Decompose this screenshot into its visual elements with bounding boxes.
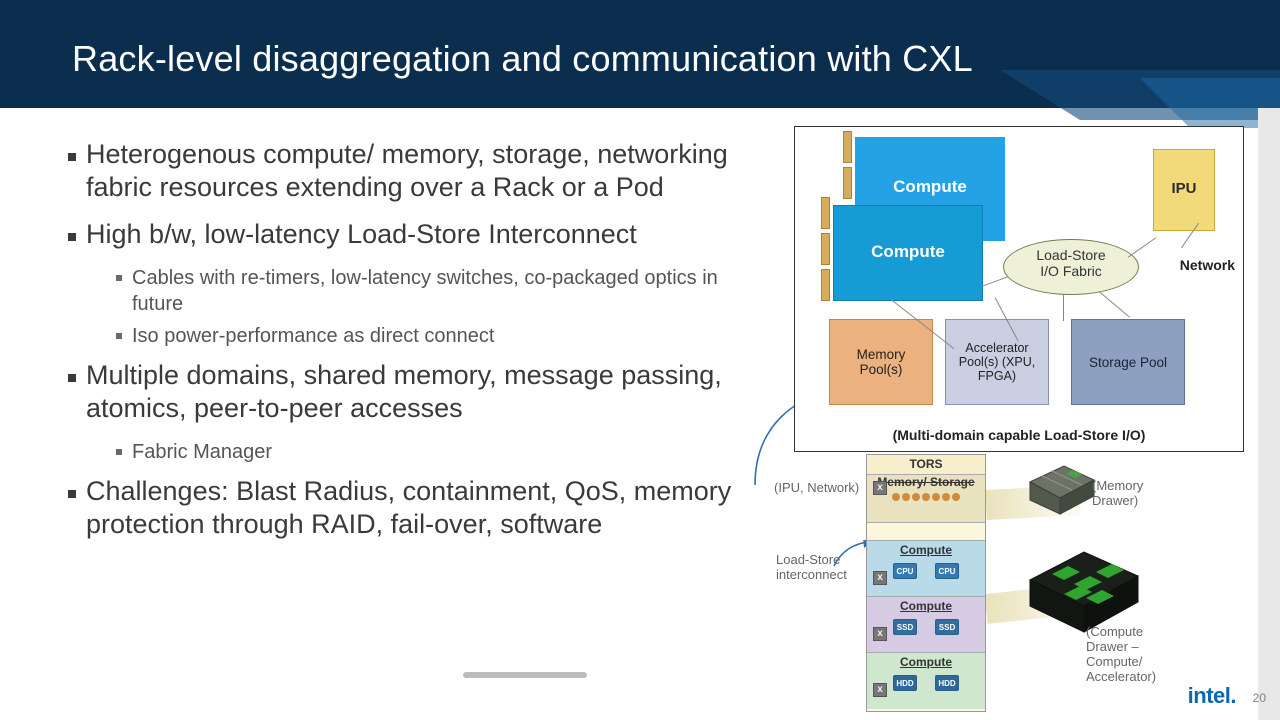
rack-memory-storage-row: x Memory/ Storage [867,475,985,523]
bullet-item: Multiple domains, shared memory, message… [68,359,768,425]
mem-tag-icon [821,233,830,265]
note-memory-drawer: (Memory Drawer) [1092,478,1143,508]
bullet-marker [68,374,76,382]
slide-header: Rack-level disaggregation and communicat… [0,0,1280,108]
bullet-item: High b/w, low-latency Load-Store Interco… [68,218,768,251]
memory-drawer-icon [1024,462,1096,518]
note-load-store: Load-Store interconnect [776,552,847,582]
bullet-marker [68,233,76,241]
rack-label: Memory/ Storage [877,475,974,489]
pool-label: Memory Pool(s) [834,347,928,377]
bullet-text: Heterogenous compute/ memory, storage, n… [86,138,768,204]
x-icon: x [873,571,887,585]
dot-icon [892,493,900,501]
load-store-diagram: Compute Compute IPU Load-Store I/O Fabri… [794,126,1244,452]
connector-line [982,276,1009,287]
compute-node-front: Compute [833,205,983,301]
rack-compute-row: Compute x HDD HDD [867,653,985,709]
connector-line [1063,295,1064,321]
rack-label: TORS [909,457,942,471]
brand-logo: intel. [1188,683,1236,709]
note-text: (Compute [1086,624,1143,639]
fabric-label-2: I/O Fabric [1040,263,1101,279]
scrollbar-indicator[interactable] [463,672,587,678]
bullet-marker [68,490,76,498]
bullet-marker [116,275,122,281]
compute-label: Compute [834,242,982,262]
connector-line [1099,291,1130,317]
bullet-text: Multiple domains, shared memory, message… [86,359,768,425]
ipu-label: IPU [1171,180,1196,197]
x-icon: x [873,481,887,495]
bullet-marker [116,449,122,455]
bullet-text: High b/w, low-latency Load-Store Interco… [86,218,637,251]
bullet-text: Fabric Manager [132,439,272,465]
rack-compute-row: Compute x CPU CPU [867,541,985,597]
compute-label: Compute [856,177,1004,197]
storage-pool-node: Storage Pool [1071,319,1185,405]
bullet-marker [68,153,76,161]
brand-text: intel [1188,683,1231,708]
chip-hdd-icon: HDD [935,675,959,691]
chip-ssd-icon: SSD [935,619,959,635]
dot-icon [902,493,910,501]
rack-label: Compute [867,597,985,613]
bullet-text: Cables with re-timers, low-latency switc… [132,265,768,317]
slide-title: Rack-level disaggregation and communicat… [72,38,973,80]
bullet-item: Heterogenous compute/ memory, storage, n… [68,138,768,204]
x-icon: x [873,627,887,641]
bullet-sub-item: Cables with re-timers, low-latency switc… [116,265,768,317]
network-label: Network [1180,257,1235,273]
right-gutter [1258,108,1280,720]
fabric-ellipse: Load-Store I/O Fabric [1003,239,1139,295]
pool-label: Accelerator Pool(s) (XPU, FPGA) [950,341,1044,383]
rack-label: Compute [867,653,985,669]
memory-pool-node: Memory Pool(s) [829,319,933,405]
dot-icon [932,493,940,501]
rack-diagram: TORS x Memory/ Storage Compute x CPU CPU [866,454,986,712]
dot-icon [922,493,930,501]
rack-empty-row [867,523,985,541]
bullet-text: Iso power-performance as direct connect [132,323,494,349]
rack-tors-row: TORS [867,455,985,475]
note-text: Drawer) [1092,493,1138,508]
pool-label: Storage Pool [1089,355,1167,370]
chip-hdd-icon: HDD [893,675,917,691]
bullet-text: Challenges: Blast Radius, containment, Q… [86,475,768,541]
note-text: Load-Store [776,552,840,567]
x-icon: x [873,683,887,697]
slide-number: 20 [1253,691,1266,705]
connector-line [1128,237,1156,257]
rack-compute-row: Compute x SSD SSD [867,597,985,653]
ipu-node: IPU [1153,149,1215,231]
mem-tag-icon [821,197,830,229]
dot-icon [912,493,920,501]
note-text: Compute/ [1086,654,1142,669]
accelerator-pool-node: Accelerator Pool(s) (XPU, FPGA) [945,319,1049,405]
bullet-sub-item: Fabric Manager [116,439,768,465]
chip-cpu-icon: CPU [893,563,917,579]
dot-icon [952,493,960,501]
note-text: interconnect [776,567,847,582]
chip-ssd-icon: SSD [893,619,917,635]
dot-icon [942,493,950,501]
bullet-list: Heterogenous compute/ memory, storage, n… [68,138,768,555]
bullet-marker [116,333,122,339]
rack-label: Compute [867,541,985,557]
mem-tag-icon [843,131,852,163]
bullet-item: Challenges: Blast Radius, containment, Q… [68,475,768,541]
mem-tag-icon [821,269,830,301]
note-compute-drawer: (Compute Drawer – Compute/ Accelerator) [1086,624,1156,684]
fabric-label-1: Load-Store [1036,247,1105,263]
bullet-sub-item: Iso power-performance as direct connect [116,323,768,349]
mem-tag-icon [843,167,852,199]
note-text: Drawer – [1086,639,1139,654]
chip-cpu-icon: CPU [935,563,959,579]
slide: Rack-level disaggregation and communicat… [0,0,1280,720]
diagram-caption: (Multi-domain capable Load-Store I/O) [795,427,1243,443]
note-text: (Memory [1092,478,1143,493]
note-ipu-network: (IPU, Network) [774,480,859,495]
note-text: Accelerator) [1086,669,1156,684]
